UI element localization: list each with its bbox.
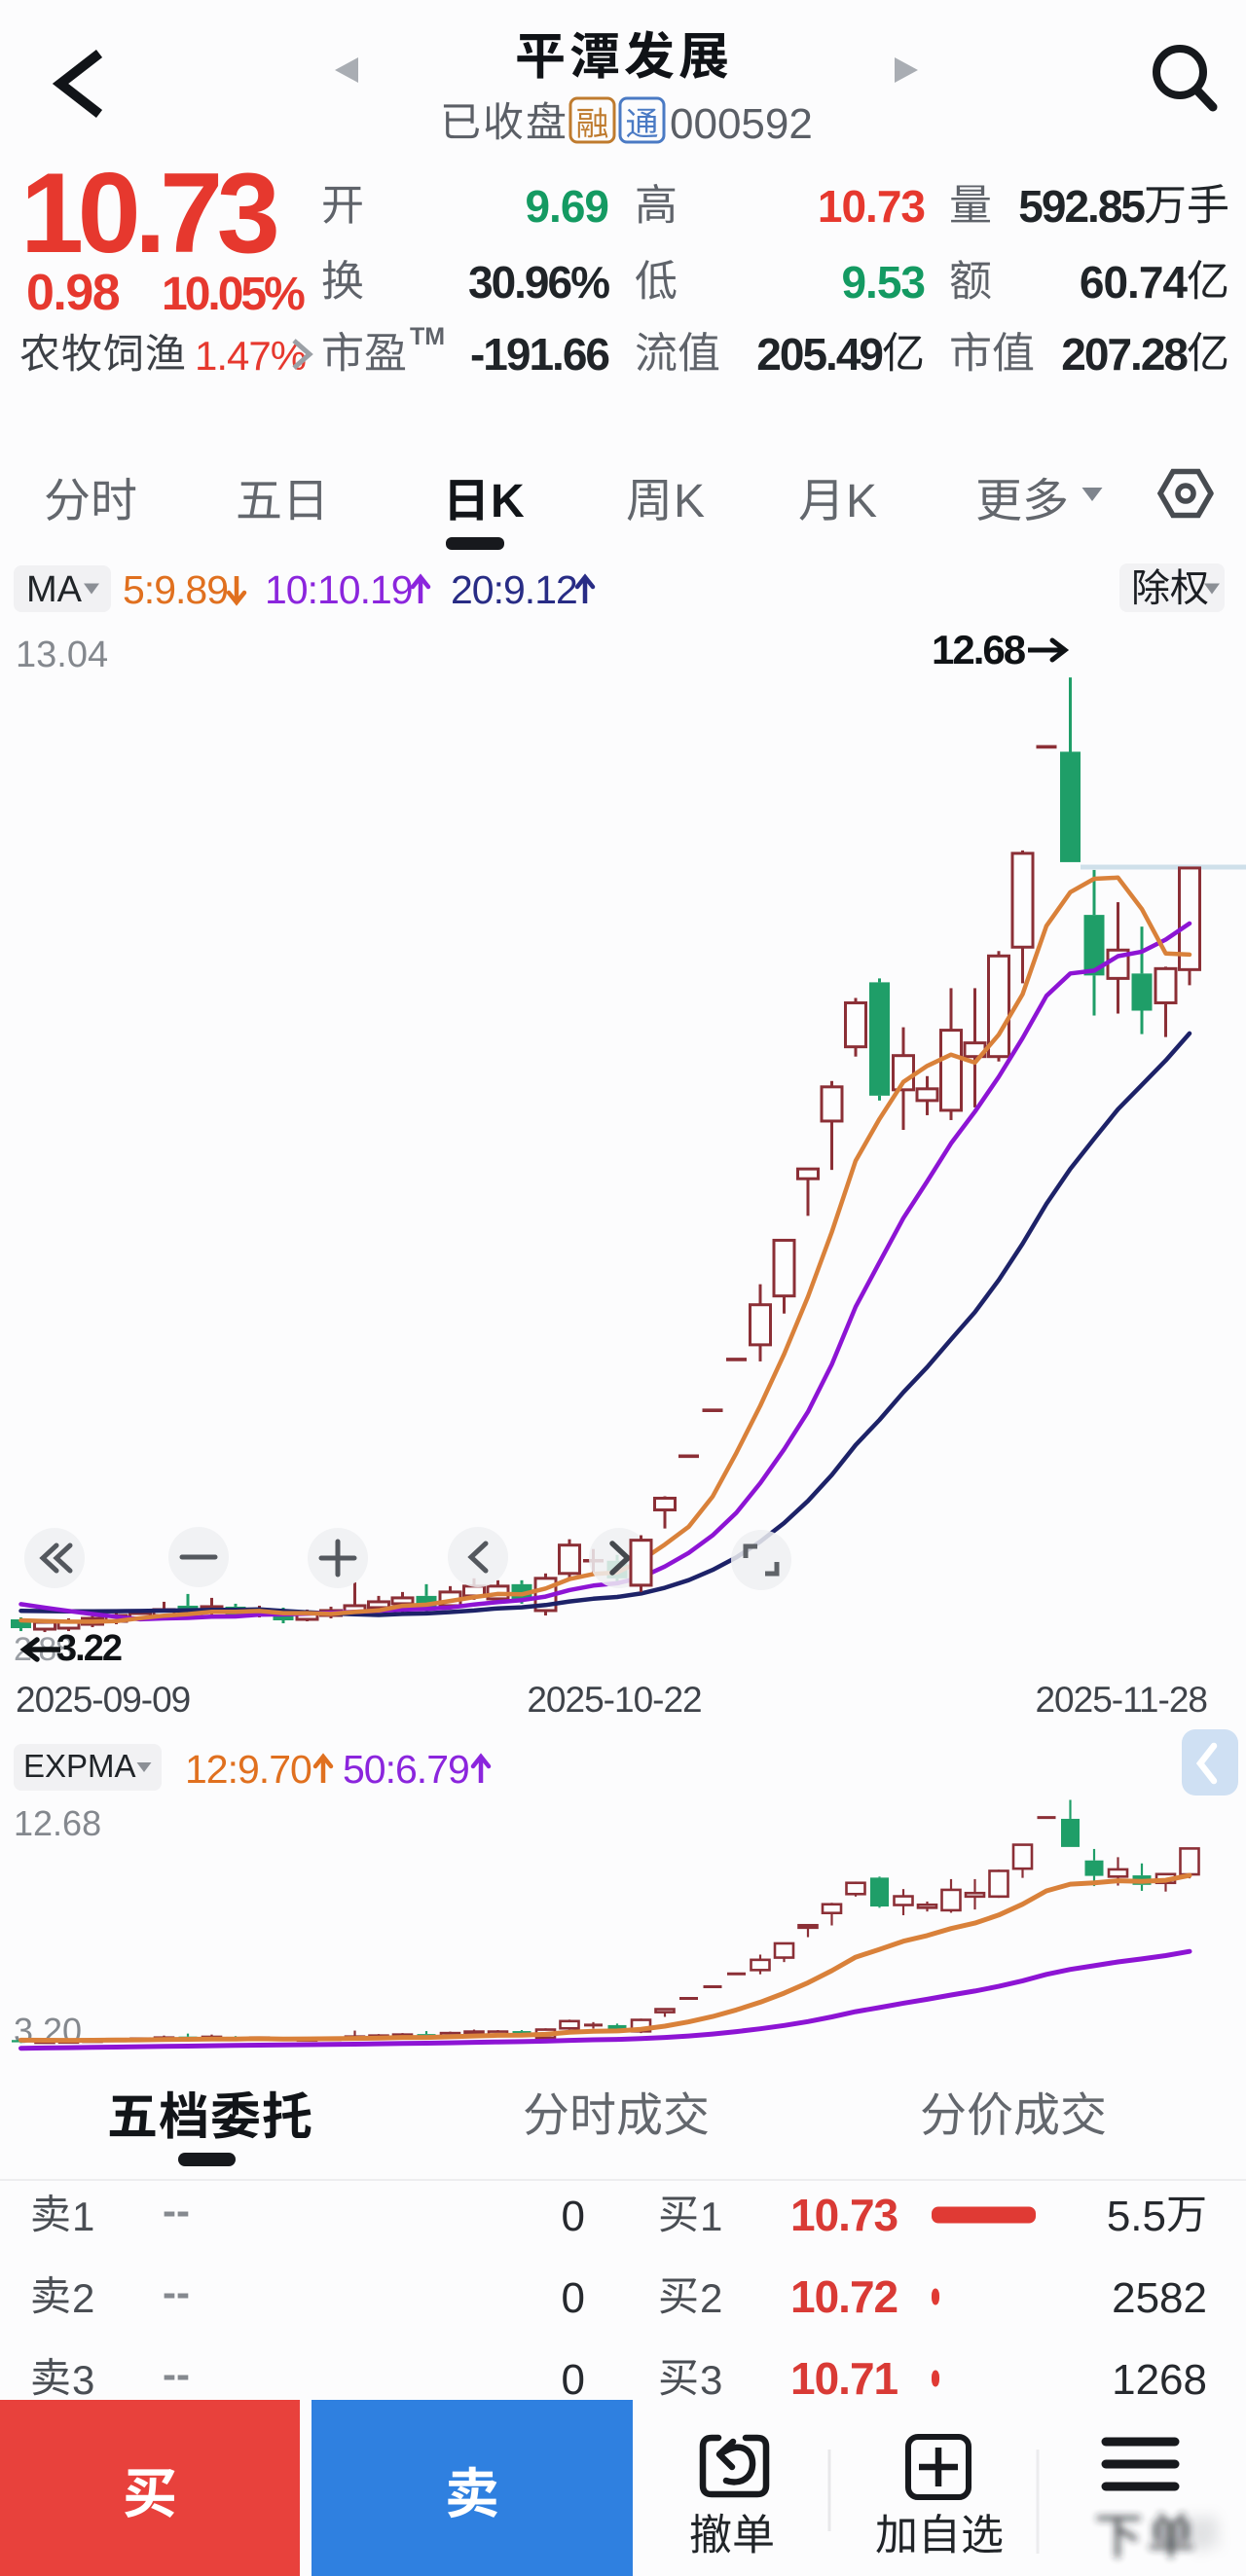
- svg-text:2: 2: [72, 2275, 94, 2321]
- svg-text:12:9.70: 12:9.70: [185, 1747, 312, 1792]
- svg-text:--: --: [163, 2188, 190, 2233]
- svg-text:2: 2: [700, 2275, 722, 2321]
- svg-text:13.04: 13.04: [16, 635, 108, 675]
- svg-text:K: K: [491, 476, 525, 527]
- svg-text:EXPMA: EXPMA: [23, 1748, 136, 1784]
- svg-text:0: 0: [562, 2356, 585, 2404]
- svg-text:10.73: 10.73: [20, 149, 276, 276]
- svg-text:10.71: 10.71: [790, 2353, 898, 2404]
- svg-text:1: 1: [72, 2194, 94, 2239]
- svg-text:205.49: 205.49: [756, 329, 882, 380]
- svg-text:0: 0: [562, 2193, 585, 2240]
- svg-text:10.73: 10.73: [818, 181, 925, 232]
- svg-text:12.68: 12.68: [14, 1803, 101, 1843]
- svg-text:60.74: 60.74: [1080, 257, 1189, 308]
- svg-text:10.73: 10.73: [790, 2190, 898, 2240]
- svg-text:3.20: 3.20: [14, 2011, 82, 2050]
- svg-text:1268: 1268: [1112, 2356, 1207, 2404]
- svg-text:10.05%: 10.05%: [162, 269, 305, 320]
- svg-text:12.68: 12.68: [932, 627, 1026, 672]
- svg-text:3: 3: [700, 2357, 722, 2403]
- svg-text:K: K: [674, 476, 705, 527]
- svg-text:0.98: 0.98: [26, 265, 120, 321]
- svg-text:-191.66: -191.66: [470, 329, 608, 380]
- svg-text:--: --: [163, 2269, 190, 2315]
- svg-text:3: 3: [72, 2357, 94, 2403]
- svg-text:9.69: 9.69: [525, 181, 608, 232]
- svg-text:2025-11-28: 2025-11-28: [1035, 1680, 1207, 1720]
- svg-text:5.5: 5.5: [1107, 2193, 1166, 2240]
- svg-text:50:6.79: 50:6.79: [343, 1747, 469, 1792]
- svg-text:000592: 000592: [670, 100, 813, 148]
- svg-text:0: 0: [562, 2274, 585, 2322]
- svg-text:207.28: 207.28: [1061, 329, 1188, 380]
- svg-text:592.85: 592.85: [1018, 181, 1145, 232]
- svg-text:10:10.19: 10:10.19: [265, 567, 413, 612]
- svg-text:MA: MA: [26, 569, 83, 610]
- svg-text:20:9.12: 20:9.12: [451, 567, 577, 612]
- svg-text:10.72: 10.72: [790, 2271, 898, 2322]
- svg-text:3.22: 3.22: [56, 1628, 122, 1669]
- svg-text:30.96%: 30.96%: [468, 257, 609, 308]
- svg-text:1: 1: [700, 2194, 722, 2239]
- svg-text:2582: 2582: [1112, 2274, 1207, 2322]
- svg-text:2025-10-22: 2025-10-22: [527, 1680, 701, 1720]
- svg-text:K: K: [846, 476, 877, 527]
- svg-text:2025-09-09: 2025-09-09: [16, 1680, 190, 1720]
- svg-text:9.53: 9.53: [841, 257, 925, 308]
- svg-text:5:9.89: 5:9.89: [123, 567, 228, 612]
- svg-text:TM: TM: [410, 323, 445, 350]
- svg-text:1.47%: 1.47%: [195, 333, 306, 379]
- svg-text:--: --: [163, 2351, 190, 2397]
